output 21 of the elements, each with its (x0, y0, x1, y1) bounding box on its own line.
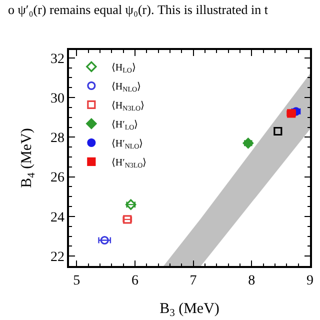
legend-label: ⟨H′$_{LO}$⟩ (111, 120, 138, 132)
x-tick-label: 9 (306, 274, 314, 289)
y-tick-label: 30 (50, 91, 64, 106)
y-tick-label: 28 (50, 131, 64, 146)
legend-label: ⟨H′$_{N3LO}$⟩ (111, 158, 147, 170)
y-tick-label: 24 (50, 210, 64, 226)
y-tick-label: 26 (50, 170, 64, 186)
legend-label: ⟨H$_{N3LO}$⟩ (111, 100, 145, 113)
y-tick-label: 22 (50, 250, 64, 265)
x-axis-title: B$_{3}$ (MeV) (160, 301, 220, 320)
x-tick-label: 8 (248, 274, 256, 289)
text: o ψ′₀(r) remains equal ψ₀(r). This is illustrated in t (8, 2, 268, 17)
point (274, 126, 282, 136)
legend-label: ⟨H$_{NLO}$⟩ (111, 82, 142, 94)
legend-label: ⟨H$_{LO}$⟩ (111, 62, 136, 75)
x-tick-label: 6 (131, 274, 138, 289)
y-tick-label: 32 (50, 52, 64, 67)
x-tick-label: 5 (73, 274, 80, 289)
legend-label: ⟨H′$_{NLO}$⟩ (111, 138, 144, 151)
point (100, 236, 109, 245)
x-tick-label: 7 (190, 274, 197, 289)
